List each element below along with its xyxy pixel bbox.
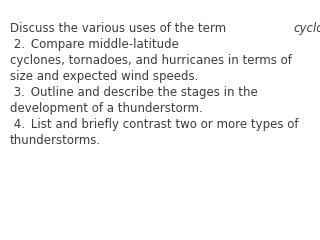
Text: 2. Compare middle-latitude: 2. Compare middle-latitude (10, 38, 179, 51)
Text: 3. Outline and describe the stages in the: 3. Outline and describe the stages in th… (10, 86, 258, 99)
Text: cyclone: cyclone (294, 22, 320, 35)
Text: Discuss the various uses of the term: Discuss the various uses of the term (10, 22, 230, 35)
Text: size and expected wind speeds.: size and expected wind speeds. (10, 70, 198, 83)
Text: 4. List and briefly contrast two or more types of: 4. List and briefly contrast two or more… (10, 118, 299, 131)
Text: cyclones, tornadoes, and hurricanes in terms of: cyclones, tornadoes, and hurricanes in t… (10, 54, 292, 67)
Text: thunderstorms.: thunderstorms. (10, 134, 101, 147)
Text: development of a thunderstorm.: development of a thunderstorm. (10, 102, 203, 115)
